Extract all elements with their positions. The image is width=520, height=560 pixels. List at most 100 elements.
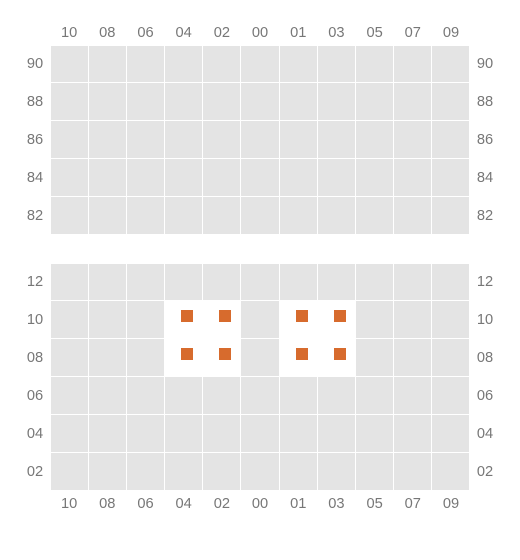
well-cell[interactable] xyxy=(165,377,203,415)
well-cell[interactable] xyxy=(241,377,279,415)
well-cell[interactable] xyxy=(89,377,127,415)
well-cell[interactable] xyxy=(89,45,127,83)
well-cell[interactable] xyxy=(394,45,432,83)
well-cell[interactable] xyxy=(89,197,127,235)
well-cell[interactable] xyxy=(50,377,89,415)
well-cell[interactable] xyxy=(241,415,279,453)
well-cell[interactable] xyxy=(89,453,127,491)
well-cell[interactable] xyxy=(89,415,127,453)
well-cell[interactable] xyxy=(318,453,356,491)
well-cell[interactable] xyxy=(165,159,203,197)
well-cell[interactable] xyxy=(203,45,241,83)
well-cell[interactable] xyxy=(432,339,470,377)
well-cell[interactable] xyxy=(356,301,394,339)
well-cell[interactable] xyxy=(165,415,203,453)
well-cell[interactable] xyxy=(203,453,241,491)
well-cell[interactable] xyxy=(394,159,432,197)
well-cell[interactable] xyxy=(318,263,356,301)
well-cell[interactable] xyxy=(127,377,165,415)
well-cell[interactable] xyxy=(203,197,241,235)
well-cell[interactable] xyxy=(165,339,203,377)
well-cell[interactable] xyxy=(241,121,279,159)
well-cell[interactable] xyxy=(318,45,356,83)
well-cell[interactable] xyxy=(203,415,241,453)
well-cell[interactable] xyxy=(89,121,127,159)
well-cell[interactable] xyxy=(318,301,356,339)
well-cell[interactable] xyxy=(50,415,89,453)
well-cell[interactable] xyxy=(241,45,279,83)
well-cell[interactable] xyxy=(432,45,470,83)
well-cell[interactable] xyxy=(356,377,394,415)
well-cell[interactable] xyxy=(165,301,203,339)
well-cell[interactable] xyxy=(280,415,318,453)
well-cell[interactable] xyxy=(432,159,470,197)
well-cell[interactable] xyxy=(127,415,165,453)
well-cell[interactable] xyxy=(127,83,165,121)
well-cell[interactable] xyxy=(50,301,89,339)
well-cell[interactable] xyxy=(318,83,356,121)
well-cell[interactable] xyxy=(280,83,318,121)
well-cell[interactable] xyxy=(241,453,279,491)
well-cell[interactable] xyxy=(203,301,241,339)
well-cell[interactable] xyxy=(356,197,394,235)
well-cell[interactable] xyxy=(50,197,89,235)
well-cell[interactable] xyxy=(280,159,318,197)
well-cell[interactable] xyxy=(280,377,318,415)
well-cell[interactable] xyxy=(50,121,89,159)
well-cell[interactable] xyxy=(394,415,432,453)
well-cell[interactable] xyxy=(50,453,89,491)
well-cell[interactable] xyxy=(89,301,127,339)
well-cell[interactable] xyxy=(394,301,432,339)
well-cell[interactable] xyxy=(127,197,165,235)
well-cell[interactable] xyxy=(356,159,394,197)
well-cell[interactable] xyxy=(356,453,394,491)
well-cell[interactable] xyxy=(394,83,432,121)
well-cell[interactable] xyxy=(165,453,203,491)
well-cell[interactable] xyxy=(394,197,432,235)
well-cell[interactable] xyxy=(241,83,279,121)
well-cell[interactable] xyxy=(280,453,318,491)
well-cell[interactable] xyxy=(318,339,356,377)
well-cell[interactable] xyxy=(50,159,89,197)
well-cell[interactable] xyxy=(203,377,241,415)
well-cell[interactable] xyxy=(280,263,318,301)
well-cell[interactable] xyxy=(432,453,470,491)
well-cell[interactable] xyxy=(241,197,279,235)
well-cell[interactable] xyxy=(165,45,203,83)
well-cell[interactable] xyxy=(318,377,356,415)
well-cell[interactable] xyxy=(127,45,165,83)
well-cell[interactable] xyxy=(165,263,203,301)
well-cell[interactable] xyxy=(89,263,127,301)
well-cell[interactable] xyxy=(127,121,165,159)
well-cell[interactable] xyxy=(165,83,203,121)
well-cell[interactable] xyxy=(89,83,127,121)
well-cell[interactable] xyxy=(280,301,318,339)
well-cell[interactable] xyxy=(356,339,394,377)
well-cell[interactable] xyxy=(89,159,127,197)
well-cell[interactable] xyxy=(394,453,432,491)
well-cell[interactable] xyxy=(394,339,432,377)
well-cell[interactable] xyxy=(203,339,241,377)
well-cell[interactable] xyxy=(280,45,318,83)
well-cell[interactable] xyxy=(203,83,241,121)
well-cell[interactable] xyxy=(318,415,356,453)
well-cell[interactable] xyxy=(394,121,432,159)
well-cell[interactable] xyxy=(165,121,203,159)
well-cell[interactable] xyxy=(432,197,470,235)
well-cell[interactable] xyxy=(318,121,356,159)
well-cell[interactable] xyxy=(356,415,394,453)
well-cell[interactable] xyxy=(127,453,165,491)
well-cell[interactable] xyxy=(432,121,470,159)
well-cell[interactable] xyxy=(89,339,127,377)
well-cell[interactable] xyxy=(356,45,394,83)
well-cell[interactable] xyxy=(432,263,470,301)
well-cell[interactable] xyxy=(165,197,203,235)
well-cell[interactable] xyxy=(356,121,394,159)
well-cell[interactable] xyxy=(432,415,470,453)
well-cell[interactable] xyxy=(318,197,356,235)
well-cell[interactable] xyxy=(50,45,89,83)
well-cell[interactable] xyxy=(127,159,165,197)
well-cell[interactable] xyxy=(280,121,318,159)
well-cell[interactable] xyxy=(432,301,470,339)
well-cell[interactable] xyxy=(394,263,432,301)
